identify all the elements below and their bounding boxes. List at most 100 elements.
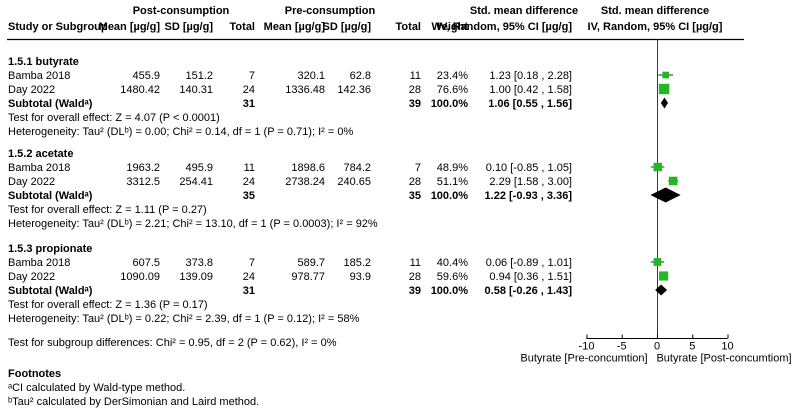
sd-pre-cell: 62.8 [349,70,371,82]
mean-post-cell: 455.9 [132,70,160,82]
total-pre-cell: 39 [408,98,421,110]
overall-effect-row: Test for overall effect: Z = 4.07 (P < 0… [0,112,793,125]
weight-column-header: Weight [431,21,468,33]
subtotal-diamond [650,187,681,203]
post-consumption-header: Post-consumption [132,5,230,17]
column-header-row: Study or Subgroup Mean [µg/g] SD [µg/g] … [0,21,793,34]
study-name: Day 2022 [8,84,56,96]
subgroup-title-row: 1.5.3 propionate [0,243,793,256]
ci-cell: 1.06 [0.55 , 1.56] [488,98,572,110]
header-group-row: Post-consumption Pre-consumption Std. me… [0,5,793,18]
weight-cell: 100.0% [430,190,468,202]
total-pre-cell: 28 [408,271,421,283]
overall-effect-row: Test for overall effect: Z = 1.36 (P = 0… [0,299,793,312]
study-row: Bamba 2018 455.9 151.2 7 320.1 62.8 11 2… [0,70,793,83]
subgroup-title-row: 1.5.2 acetate [0,148,793,161]
mean-pre-cell: 1898.6 [291,162,325,174]
study-name: Day 2022 [8,176,56,188]
heterogeneity-row: Heterogeneity: Tau² (DLᵇ) = 2.21; Chi² =… [0,218,793,231]
weight-cell: 23.4% [436,70,468,82]
ci-cell: 1.23 [0.18 , 2.28] [489,70,572,82]
subtotal-row: Subtotal (Waldᵃ) 31 39 100.0% 0.58 [-0.2… [0,285,793,298]
mean-post-cell: 607.5 [132,257,160,269]
heterogeneity-text: Heterogeneity: Tau² (DLᵇ) = 0.00; Chi² =… [8,126,354,138]
study-marker [653,258,662,266]
total-pre-cell: 28 [408,84,421,96]
sd-pre-cell: 142.36 [337,84,371,96]
weight-cell: 59.6% [436,271,468,283]
ci-cell: 2.29 [1.58 , 3.00] [489,176,572,188]
x-tick-label: -10 [579,341,595,353]
weight-cell: 100.0% [430,285,468,297]
study-row: Day 2022 1480.42 140.31 24 1336.48 142.3… [0,84,793,97]
total-pre-cell: 35 [408,190,421,202]
x-axis-label-right: Butyrate [Post-concumtiom] [656,353,791,365]
subgroup-test-text: Test for subgroup differences: Chi² = 0.… [8,337,337,349]
subgroup-title: 1.5.2 acetate [8,148,74,160]
subgroup-title: 1.5.1 butyrate [8,56,79,68]
heterogeneity-row: Heterogeneity: Tau² (DLᵇ) = 0.00; Chi² =… [0,126,793,139]
study-name: Day 2022 [8,271,56,283]
footnotes-title-row: Footnotes [0,368,793,381]
footnotes-title: Footnotes [8,368,62,380]
mean-post-column-header: Mean [µg/g] [98,21,160,33]
mean-post-cell: 1963.2 [126,162,160,174]
mean-pre-cell: 2738.24 [285,176,325,188]
smd-plot-column-header: Std. mean difference [600,5,710,17]
sd-post-column-header: SD [µg/g] [164,21,214,33]
mean-pre-cell: 978.77 [291,271,325,283]
study-name: Bamba 2018 [8,70,71,82]
heterogeneity-text: Heterogeneity: Tau² (DLᵇ) = 2.21; Chi² =… [8,218,378,230]
subgroup-title: 1.5.3 propionate [8,243,93,255]
total-post-cell: 24 [242,176,255,188]
total-post-cell: 24 [242,84,255,96]
overall-effect-row: Test for overall effect: Z = 1.11 (P = 0… [0,204,793,217]
total-post-cell: 35 [242,190,255,202]
ci-cell: 0.10 [-0.85 , 1.05] [485,162,572,174]
mean-pre-cell: 589.7 [297,257,325,269]
study-marker [668,176,678,186]
subgroup-test-row: Test for subgroup differences: Chi² = 0.… [0,337,793,350]
heterogeneity-row: Heterogeneity: Tau² (DLᵇ) = 0.22; Chi² =… [0,313,793,326]
total-pre-cell: 11 [409,70,421,82]
ci-cell: 0.06 [-0.89 , 1.01] [485,257,572,269]
footnote-row: ᵃCI calculated by Wald-type method. [0,382,793,395]
sd-pre-cell: 784.2 [343,162,371,174]
subtotal-label: Subtotal (Waldᵃ) [8,98,93,110]
sd-post-cell: 373.8 [185,257,213,269]
study-column-header: Study or Subgroup [8,21,108,33]
study-marker [662,71,669,79]
total-post-cell: 11 [243,162,255,174]
sd-pre-cell: 185.2 [343,257,371,269]
ci-text-column-header: IV, Random, 95% CI [µg/g] [437,21,572,33]
sd-post-cell: 495.9 [185,162,213,174]
x-axis-label-left: Butyrate [Pre-concumtion] [520,353,647,365]
total-post-cell: 31 [242,285,255,297]
ci-cell: 1.00 [0.42 , 1.58] [489,84,572,96]
mean-pre-cell: 320.1 [297,70,325,82]
x-tick-label: 10 [721,341,733,353]
total-pre-cell: 28 [408,176,421,188]
smd-text-column-header: Std. mean difference [469,5,579,17]
weight-cell: 48.9% [436,162,468,174]
study-row: Bamba 2018 607.5 373.8 7 589.7 185.2 11 … [0,257,793,270]
sd-pre-column-header: SD [µg/g] [322,21,372,33]
sd-pre-cell: 93.9 [349,271,371,283]
ci-plot-column-header: IV, Random, 95% CI [µg/g] [587,21,723,33]
total-pre-cell: 39 [408,285,421,297]
ci-cell: 0.94 [0.36 , 1.51] [489,271,572,283]
subtotal-label: Subtotal (Waldᵃ) [8,285,93,297]
subgroup-title-row: 1.5.1 butyrate [0,56,793,69]
subtotal-row: Subtotal (Waldᵃ) 35 35 100.0% 1.22 [-0.9… [0,190,793,203]
sd-post-cell: 254.41 [179,176,213,188]
sd-post-cell: 151.2 [185,70,213,82]
study-marker [659,271,669,281]
study-row: Day 2022 1090.09 139.09 24 978.77 93.9 2… [0,271,793,284]
subtotal-diamond [655,284,668,296]
total-post-cell: 24 [242,271,255,283]
sd-post-cell: 140.31 [179,84,213,96]
x-tick-label: 5 [689,341,695,353]
total-pre-column-header: Total [395,21,421,33]
